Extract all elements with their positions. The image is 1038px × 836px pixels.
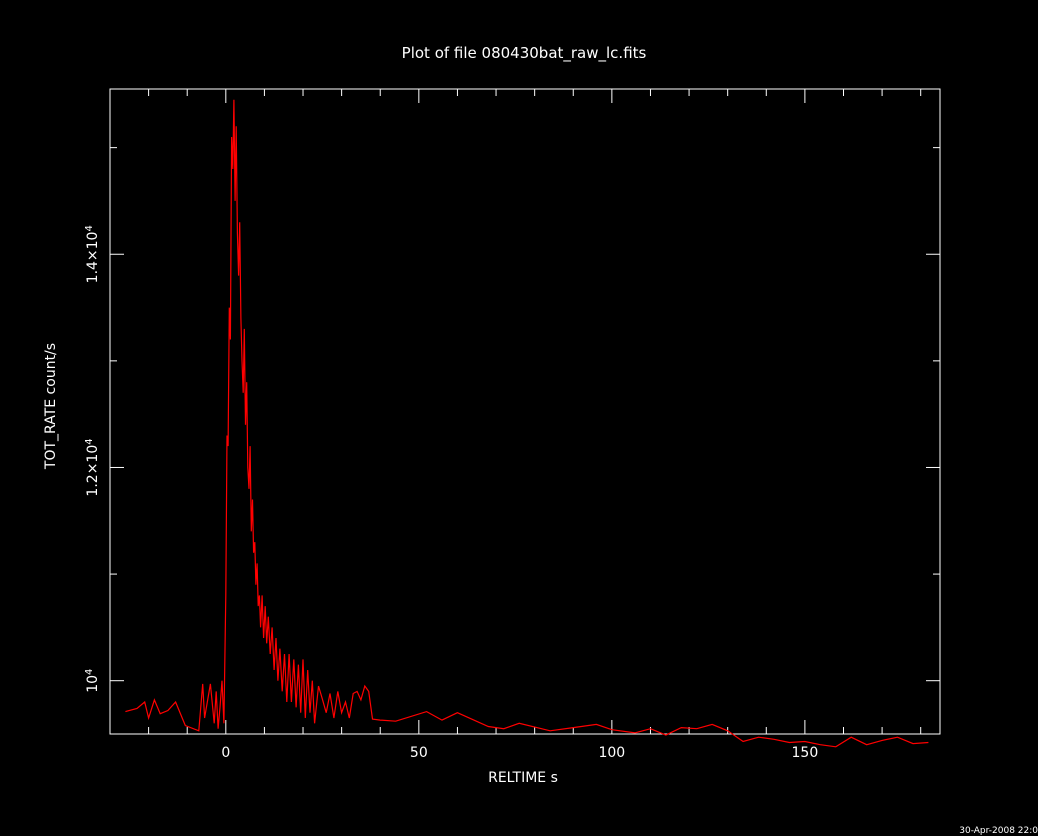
x-axis-ticks: 0 50 100 150 xyxy=(221,89,818,761)
x-tick-label: 0 xyxy=(221,745,230,761)
x-tick-label: 100 xyxy=(598,745,625,761)
y-tick-label: 1.4×104 xyxy=(84,225,102,283)
x-tick-label: 50 xyxy=(410,745,428,761)
y-tick-label: 104 xyxy=(84,669,102,693)
series-line xyxy=(125,99,929,748)
y-tick-label: 1.2×104 xyxy=(84,438,102,496)
y-axis-ticks: 104 1.2×104 1.4×104 xyxy=(84,225,940,693)
chart-title: Plot of file 080430bat_raw_lc.fits xyxy=(402,44,647,63)
plot-frame xyxy=(109,88,941,735)
series-layer xyxy=(125,99,929,748)
y-minor-ticks xyxy=(110,147,940,575)
x-axis-label: RELTIME s xyxy=(488,770,558,786)
x-tick-label: 150 xyxy=(792,745,819,761)
x-minor-ticks xyxy=(148,89,922,734)
timestamp: 30-Apr-2008 22:0 xyxy=(959,826,1038,836)
y-axis-label: TOT_RATE count/s xyxy=(43,343,59,470)
